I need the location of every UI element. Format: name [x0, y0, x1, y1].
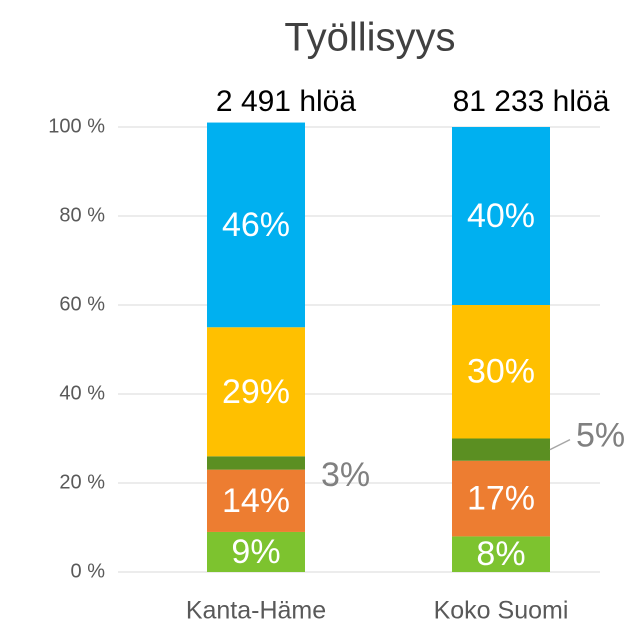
value-label: 14% [222, 482, 290, 520]
value-label: 30% [467, 353, 535, 391]
y-tick-label: 40 % [59, 382, 105, 404]
leader-line [549, 438, 571, 451]
bar-segment [207, 327, 305, 457]
value-label: 29% [222, 373, 290, 411]
bar-segment [207, 122, 305, 328]
value-label: 9% [231, 533, 280, 571]
y-tick-label: 80 % [59, 204, 105, 226]
y-tick-label: 100 % [48, 115, 105, 137]
value-label: 40% [467, 197, 535, 235]
value-label: 5% [576, 417, 625, 455]
bar-segment [452, 460, 550, 537]
annotation: 2 491 hlöä [216, 85, 356, 118]
bar-segment [452, 438, 550, 461]
chart-title: Työllisyys [284, 16, 455, 60]
bar-segment [207, 456, 305, 470]
bar-segment [207, 531, 305, 572]
y-tick-label: 0 % [71, 560, 106, 582]
value-label: 3% [321, 456, 370, 494]
y-tick-label: 20 % [59, 471, 105, 493]
bar-segment [207, 469, 305, 532]
value-label: 46% [222, 206, 290, 244]
bar-segment [452, 305, 550, 439]
value-label: 17% [467, 480, 535, 518]
annotation: 81 233 hlöä [453, 85, 610, 118]
value-label: 8% [476, 535, 525, 573]
x-tick-label: Koko Suomi [434, 597, 569, 625]
bar-segment [452, 127, 550, 305]
bar-segment [452, 536, 550, 572]
x-tick-label: Kanta-Häme [186, 597, 326, 625]
y-tick-label: 60 % [59, 293, 105, 315]
